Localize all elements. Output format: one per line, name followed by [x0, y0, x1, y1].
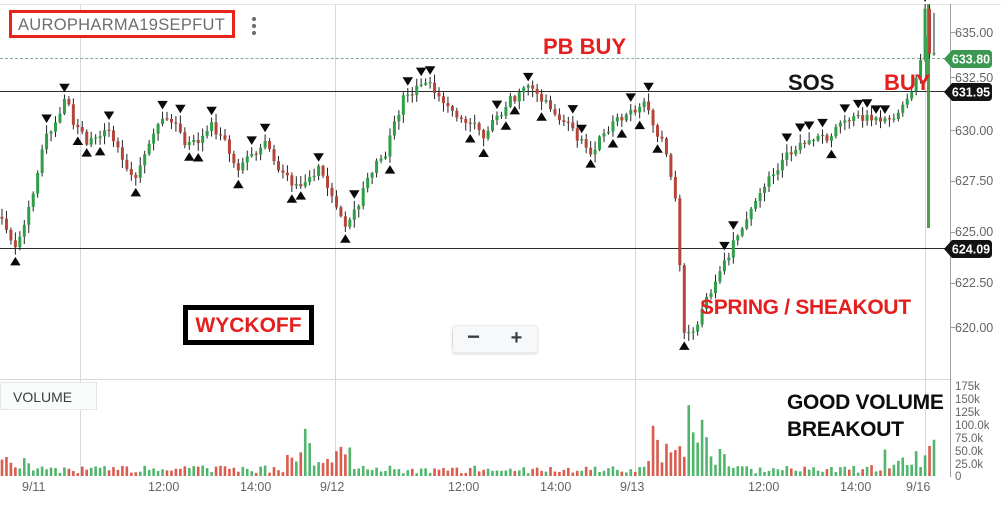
- svg-text:633.80: 633.80: [952, 53, 990, 67]
- svg-text:631.95: 631.95: [952, 85, 990, 99]
- svg-text:624.09: 624.09: [952, 242, 990, 256]
